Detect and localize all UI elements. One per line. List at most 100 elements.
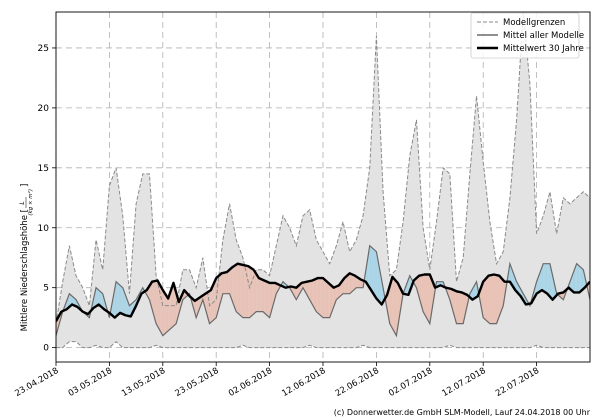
y-label-unit-den: (kg × m²) xyxy=(27,189,34,216)
diff-below-segment xyxy=(264,280,266,315)
diff-below-segment xyxy=(170,286,173,329)
diff-below-segment xyxy=(262,279,265,313)
diff-below-segment xyxy=(305,281,307,295)
diff-above-segment xyxy=(545,263,548,294)
diff-above-segment xyxy=(537,274,540,293)
diff-above-segment xyxy=(541,263,544,291)
diff-below-segment xyxy=(256,273,258,312)
diff-below-segment xyxy=(168,294,170,331)
diff-above-segment xyxy=(125,294,127,316)
diff-below-segment xyxy=(424,274,426,317)
x-tick-label: 22.07.2018 xyxy=(494,366,541,399)
diff-below-segment xyxy=(353,275,356,291)
y-tick-label: 10 xyxy=(38,224,50,234)
diff-below-segment xyxy=(561,292,564,300)
diff-below-segment xyxy=(224,272,226,294)
diff-below-segment xyxy=(266,281,269,317)
diff-above-segment xyxy=(579,266,581,293)
diff-below-segment xyxy=(423,274,425,315)
diff-above-segment xyxy=(543,263,545,292)
diff-below-segment xyxy=(331,285,333,315)
diff-below-segment xyxy=(234,264,237,312)
diff-above-segment xyxy=(97,288,99,306)
diff-below-segment xyxy=(355,275,357,289)
diff-below-segment xyxy=(153,281,155,319)
diff-below-segment xyxy=(427,274,429,322)
diff-below-segment xyxy=(238,264,241,316)
diff-below-segment xyxy=(495,274,497,324)
y-tick-label: 25 xyxy=(38,44,49,54)
diff-below-segment xyxy=(340,281,342,297)
diff-below-segment xyxy=(166,296,169,333)
diff-below-segment xyxy=(260,278,262,312)
diff-below-segment xyxy=(229,268,231,298)
diff-below-segment xyxy=(245,265,247,318)
diff-below-segment xyxy=(248,266,250,318)
diff-below-segment xyxy=(500,277,502,313)
diff-below-segment xyxy=(455,290,457,324)
x-tick-label: 23.05.2018 xyxy=(174,366,221,399)
x-axis: 23.04.2018 03.05.2018 13.05.2018 23.05.2018… xyxy=(13,362,541,399)
diff-below-segment xyxy=(348,273,350,294)
diff-below-segment xyxy=(336,285,338,300)
diff-below-segment xyxy=(497,275,500,321)
diff-below-segment xyxy=(310,280,313,305)
diff-below-segment xyxy=(308,281,310,300)
diff-below-segment xyxy=(161,287,163,336)
diff-below-segment xyxy=(425,274,428,319)
diff-below-segment xyxy=(232,266,234,305)
diff-below-segment xyxy=(460,292,462,324)
diff-above-segment xyxy=(101,292,103,309)
diff-below-segment xyxy=(391,276,393,329)
diff-below-segment xyxy=(461,292,464,324)
diff-above-segment xyxy=(73,297,75,306)
diff-below-segment xyxy=(236,263,238,313)
x-tick-label: 02.07.2018 xyxy=(387,366,434,399)
diff-above-segment xyxy=(475,281,477,298)
diff-above-segment xyxy=(377,258,380,302)
diff-above-segment xyxy=(96,287,98,307)
diff-above-segment xyxy=(549,263,552,299)
diff-below-segment xyxy=(254,271,257,313)
x-tick-label: 03.05.2018 xyxy=(67,366,114,399)
y-axis-label: Mittlere Niederschlagshöhe [L (kg × m²)] xyxy=(19,184,34,332)
diff-above-segment xyxy=(573,267,576,293)
diff-below-segment xyxy=(222,272,225,294)
diff-below-segment xyxy=(465,294,468,312)
diff-below-segment xyxy=(488,275,490,324)
y-tick-label: 0 xyxy=(43,344,49,354)
diff-below-segment xyxy=(359,278,361,288)
diff-below-segment xyxy=(213,281,215,321)
diff-below-segment xyxy=(347,274,349,294)
diff-above-segment xyxy=(379,266,381,303)
y-label-text: Mittlere Niederschlagshöhe [ xyxy=(20,209,30,331)
diff-above-segment xyxy=(373,249,376,297)
diff-below-segment xyxy=(157,280,159,329)
diff-below-segment xyxy=(492,274,494,324)
y-axis: 0 5 10 15 20 25 xyxy=(38,44,56,354)
legend-clim-label: Mittelwert 30 Jahre xyxy=(503,44,584,54)
diff-below-segment xyxy=(351,273,353,293)
diff-above-segment xyxy=(581,268,584,291)
diff-above-segment xyxy=(369,245,372,291)
diff-below-segment xyxy=(164,292,166,335)
diff-above-segment xyxy=(575,263,577,293)
diff-below-segment xyxy=(345,275,348,294)
diff-below-segment xyxy=(491,274,493,324)
diff-below-segment xyxy=(457,291,460,324)
diff-above-segment xyxy=(551,269,553,300)
diff-below-segment xyxy=(344,276,346,294)
diff-above-segment xyxy=(473,284,476,299)
diff-below-segment xyxy=(487,275,489,323)
diff-above-segment xyxy=(70,294,73,306)
diff-below-segment xyxy=(249,267,251,318)
diff-below-segment xyxy=(389,281,392,327)
diff-below-segment xyxy=(489,275,492,324)
diff-below-segment xyxy=(261,279,263,312)
diff-above-segment xyxy=(540,267,542,291)
diff-above-segment xyxy=(72,296,74,306)
diff-below-segment xyxy=(173,282,175,327)
diff-below-segment xyxy=(459,291,461,324)
diff-below-segment xyxy=(218,274,221,309)
